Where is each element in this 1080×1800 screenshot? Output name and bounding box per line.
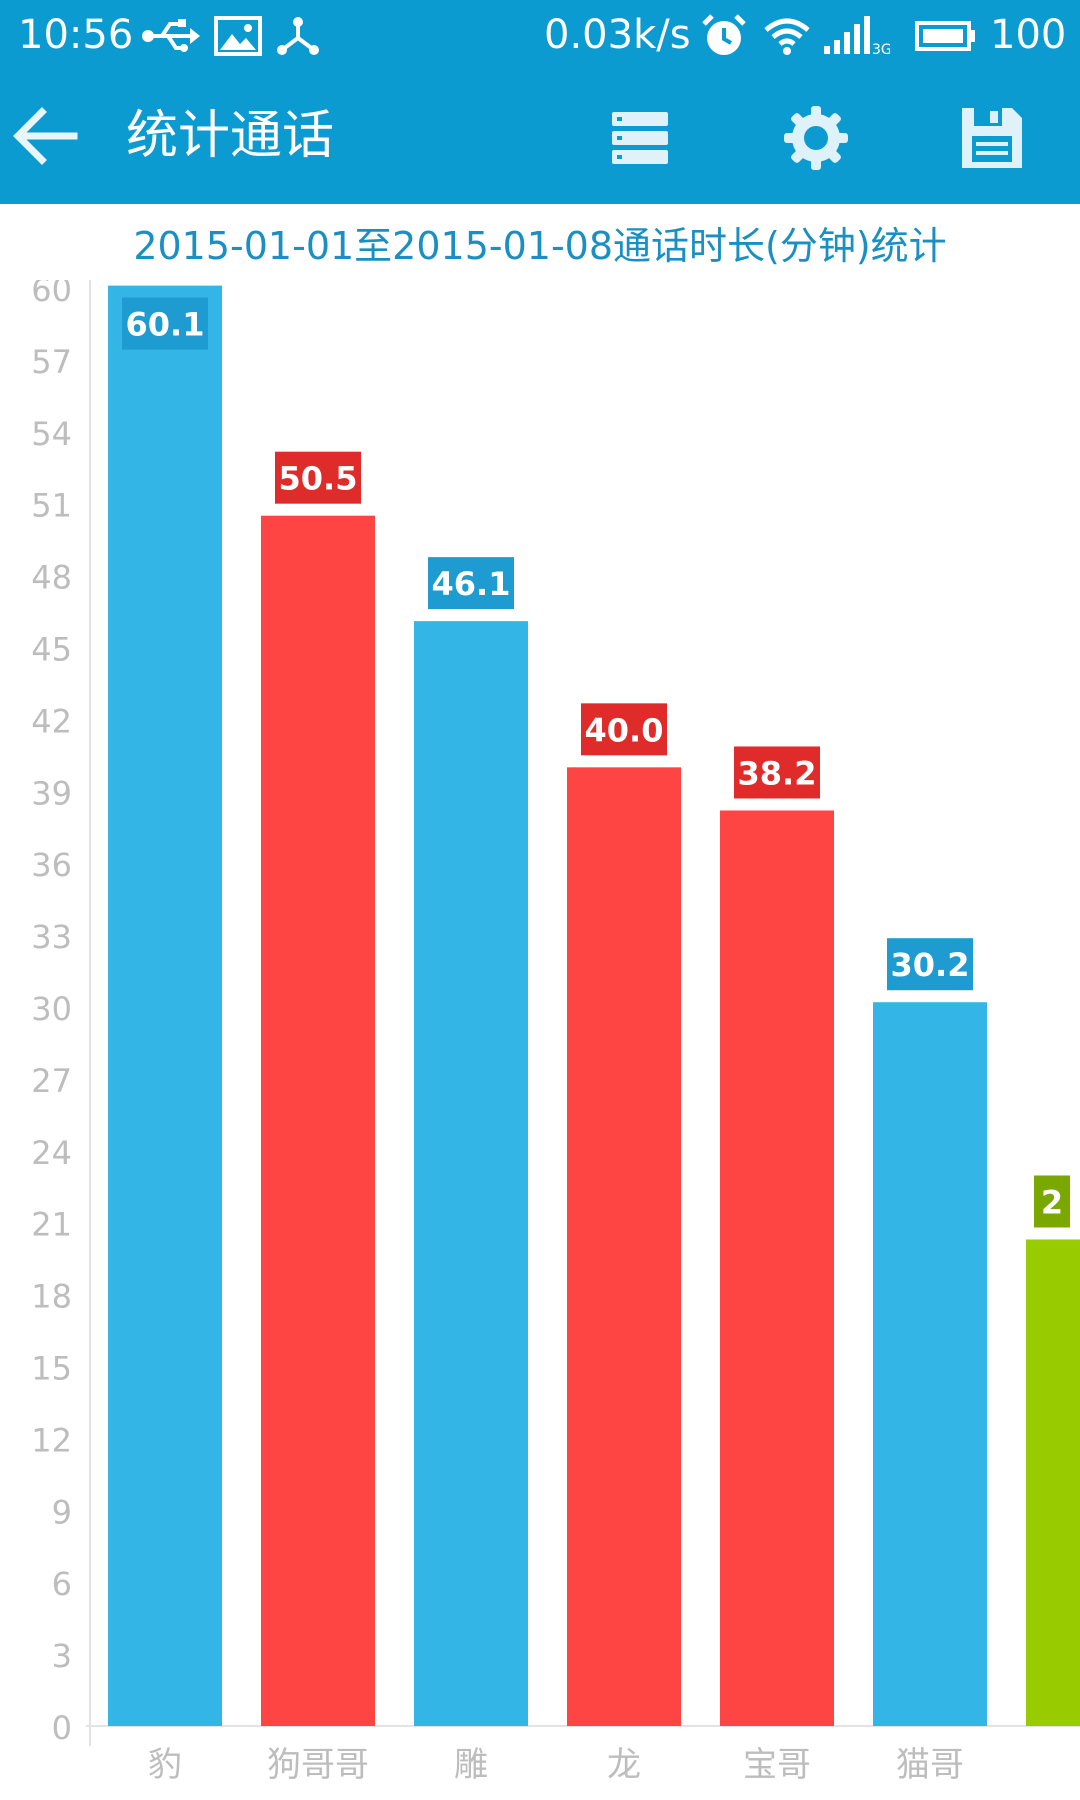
y-tick-label: 24: [31, 1134, 72, 1172]
bar-value-label-box: [581, 703, 667, 756]
x-category-label: 宝哥: [743, 1745, 811, 1785]
top-bar: 10:56 0.03k/s: [0, 0, 1080, 204]
y-tick-label: 30: [31, 990, 72, 1028]
bar-value-label: 60.1: [126, 306, 205, 344]
y-tick-label: 60: [31, 280, 72, 309]
network-type: 3G: [872, 42, 890, 58]
y-tick-label: 0: [52, 1709, 72, 1747]
y-tick-label: 12: [31, 1421, 72, 1459]
y-tick-label: 57: [31, 343, 72, 381]
bar-value-label-box: [1034, 1175, 1070, 1228]
y-tick-label: 3: [52, 1637, 72, 1675]
battery-level: 100: [990, 12, 1067, 58]
bar: [720, 810, 834, 1726]
alarm-icon: [702, 14, 746, 55]
bar-value-label-box: [275, 451, 361, 504]
y-tick-label: 42: [31, 702, 72, 740]
bar-value-label: 30.2: [891, 946, 970, 984]
x-category-label: 雕: [454, 1745, 488, 1785]
y-tick-label: 39: [31, 774, 72, 812]
y-tick-label: 45: [31, 631, 72, 669]
wifi-icon: [764, 18, 810, 55]
page-title: 统计通话: [126, 106, 335, 166]
bar-value-label: 2: [1041, 1183, 1063, 1221]
bar: [261, 515, 375, 1726]
battery-icon: [915, 21, 975, 51]
chart-title: 2015-01-01至2015-01-08通话时长(分钟)统计: [133, 224, 947, 268]
bar-value-label: 40.0: [585, 711, 664, 749]
y-tick-label: 6: [52, 1565, 72, 1603]
bar-value-label-box: [428, 557, 514, 610]
list-icon[interactable]: [604, 102, 676, 174]
share-icon: [277, 17, 319, 55]
bar-value-label: 38.2: [738, 754, 817, 792]
bar-chart: 0 3 6 9 12 15 18 21 24 27 30 33 36 39 42 45 48 51 54 57 60 60…: [0, 280, 1080, 1800]
bar-value-label: 50.5: [279, 460, 358, 498]
status-bar: 10:56 0.03k/s: [0, 0, 1080, 72]
y-tick-label: 18: [31, 1278, 72, 1316]
y-tick-label: 21: [31, 1206, 72, 1244]
y-tick-label: 27: [31, 1062, 72, 1100]
bar-value-label-box: [122, 297, 208, 350]
bar-chart-svg: 0369121518212427303336394245485154576060…: [31, 280, 1080, 1785]
bar-value-label-box: [734, 746, 820, 799]
x-category-label: 猫哥: [896, 1745, 964, 1785]
y-tick-label: 54: [31, 415, 72, 453]
x-category-label: 狗哥哥: [267, 1745, 369, 1785]
bar: [567, 767, 681, 1726]
bar-value-label: 46.1: [432, 565, 511, 603]
x-category-label: 豹: [148, 1745, 182, 1785]
image-icon: [214, 16, 262, 56]
save-icon[interactable]: [956, 102, 1028, 174]
bar-value-label-box: [887, 938, 973, 991]
bar: [414, 621, 528, 1726]
bar: [873, 1002, 987, 1726]
arrow-left-icon[interactable]: [10, 100, 82, 172]
y-tick-label: 9: [52, 1493, 72, 1531]
bar: [1026, 1239, 1080, 1726]
usb-icon: [142, 19, 200, 52]
x-category-label: 龙: [607, 1745, 641, 1785]
y-tick-label: 51: [31, 487, 72, 525]
y-tick-label: 36: [31, 846, 72, 884]
signal-icon: 3G: [824, 16, 890, 58]
action-bar: 统计通话: [0, 72, 1080, 204]
y-tick-label: 15: [31, 1350, 72, 1388]
bar: [108, 285, 222, 1727]
network-speed: 0.03k/s: [544, 12, 691, 58]
gear-icon[interactable]: [780, 102, 852, 174]
y-tick-label: 33: [31, 918, 72, 956]
y-tick-label: 48: [31, 559, 72, 597]
status-time: 10:56: [18, 12, 134, 58]
